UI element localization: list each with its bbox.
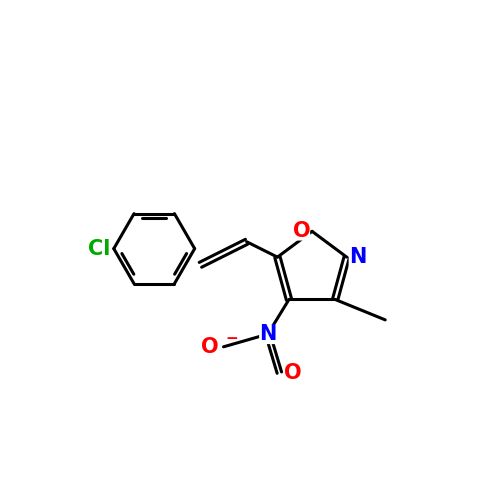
Text: N: N xyxy=(348,247,366,267)
Text: N: N xyxy=(259,324,276,344)
Text: O: O xyxy=(284,362,302,382)
Text: −: − xyxy=(226,331,238,346)
Text: O: O xyxy=(202,337,219,357)
Text: Cl: Cl xyxy=(88,238,110,258)
Text: O: O xyxy=(292,220,310,240)
